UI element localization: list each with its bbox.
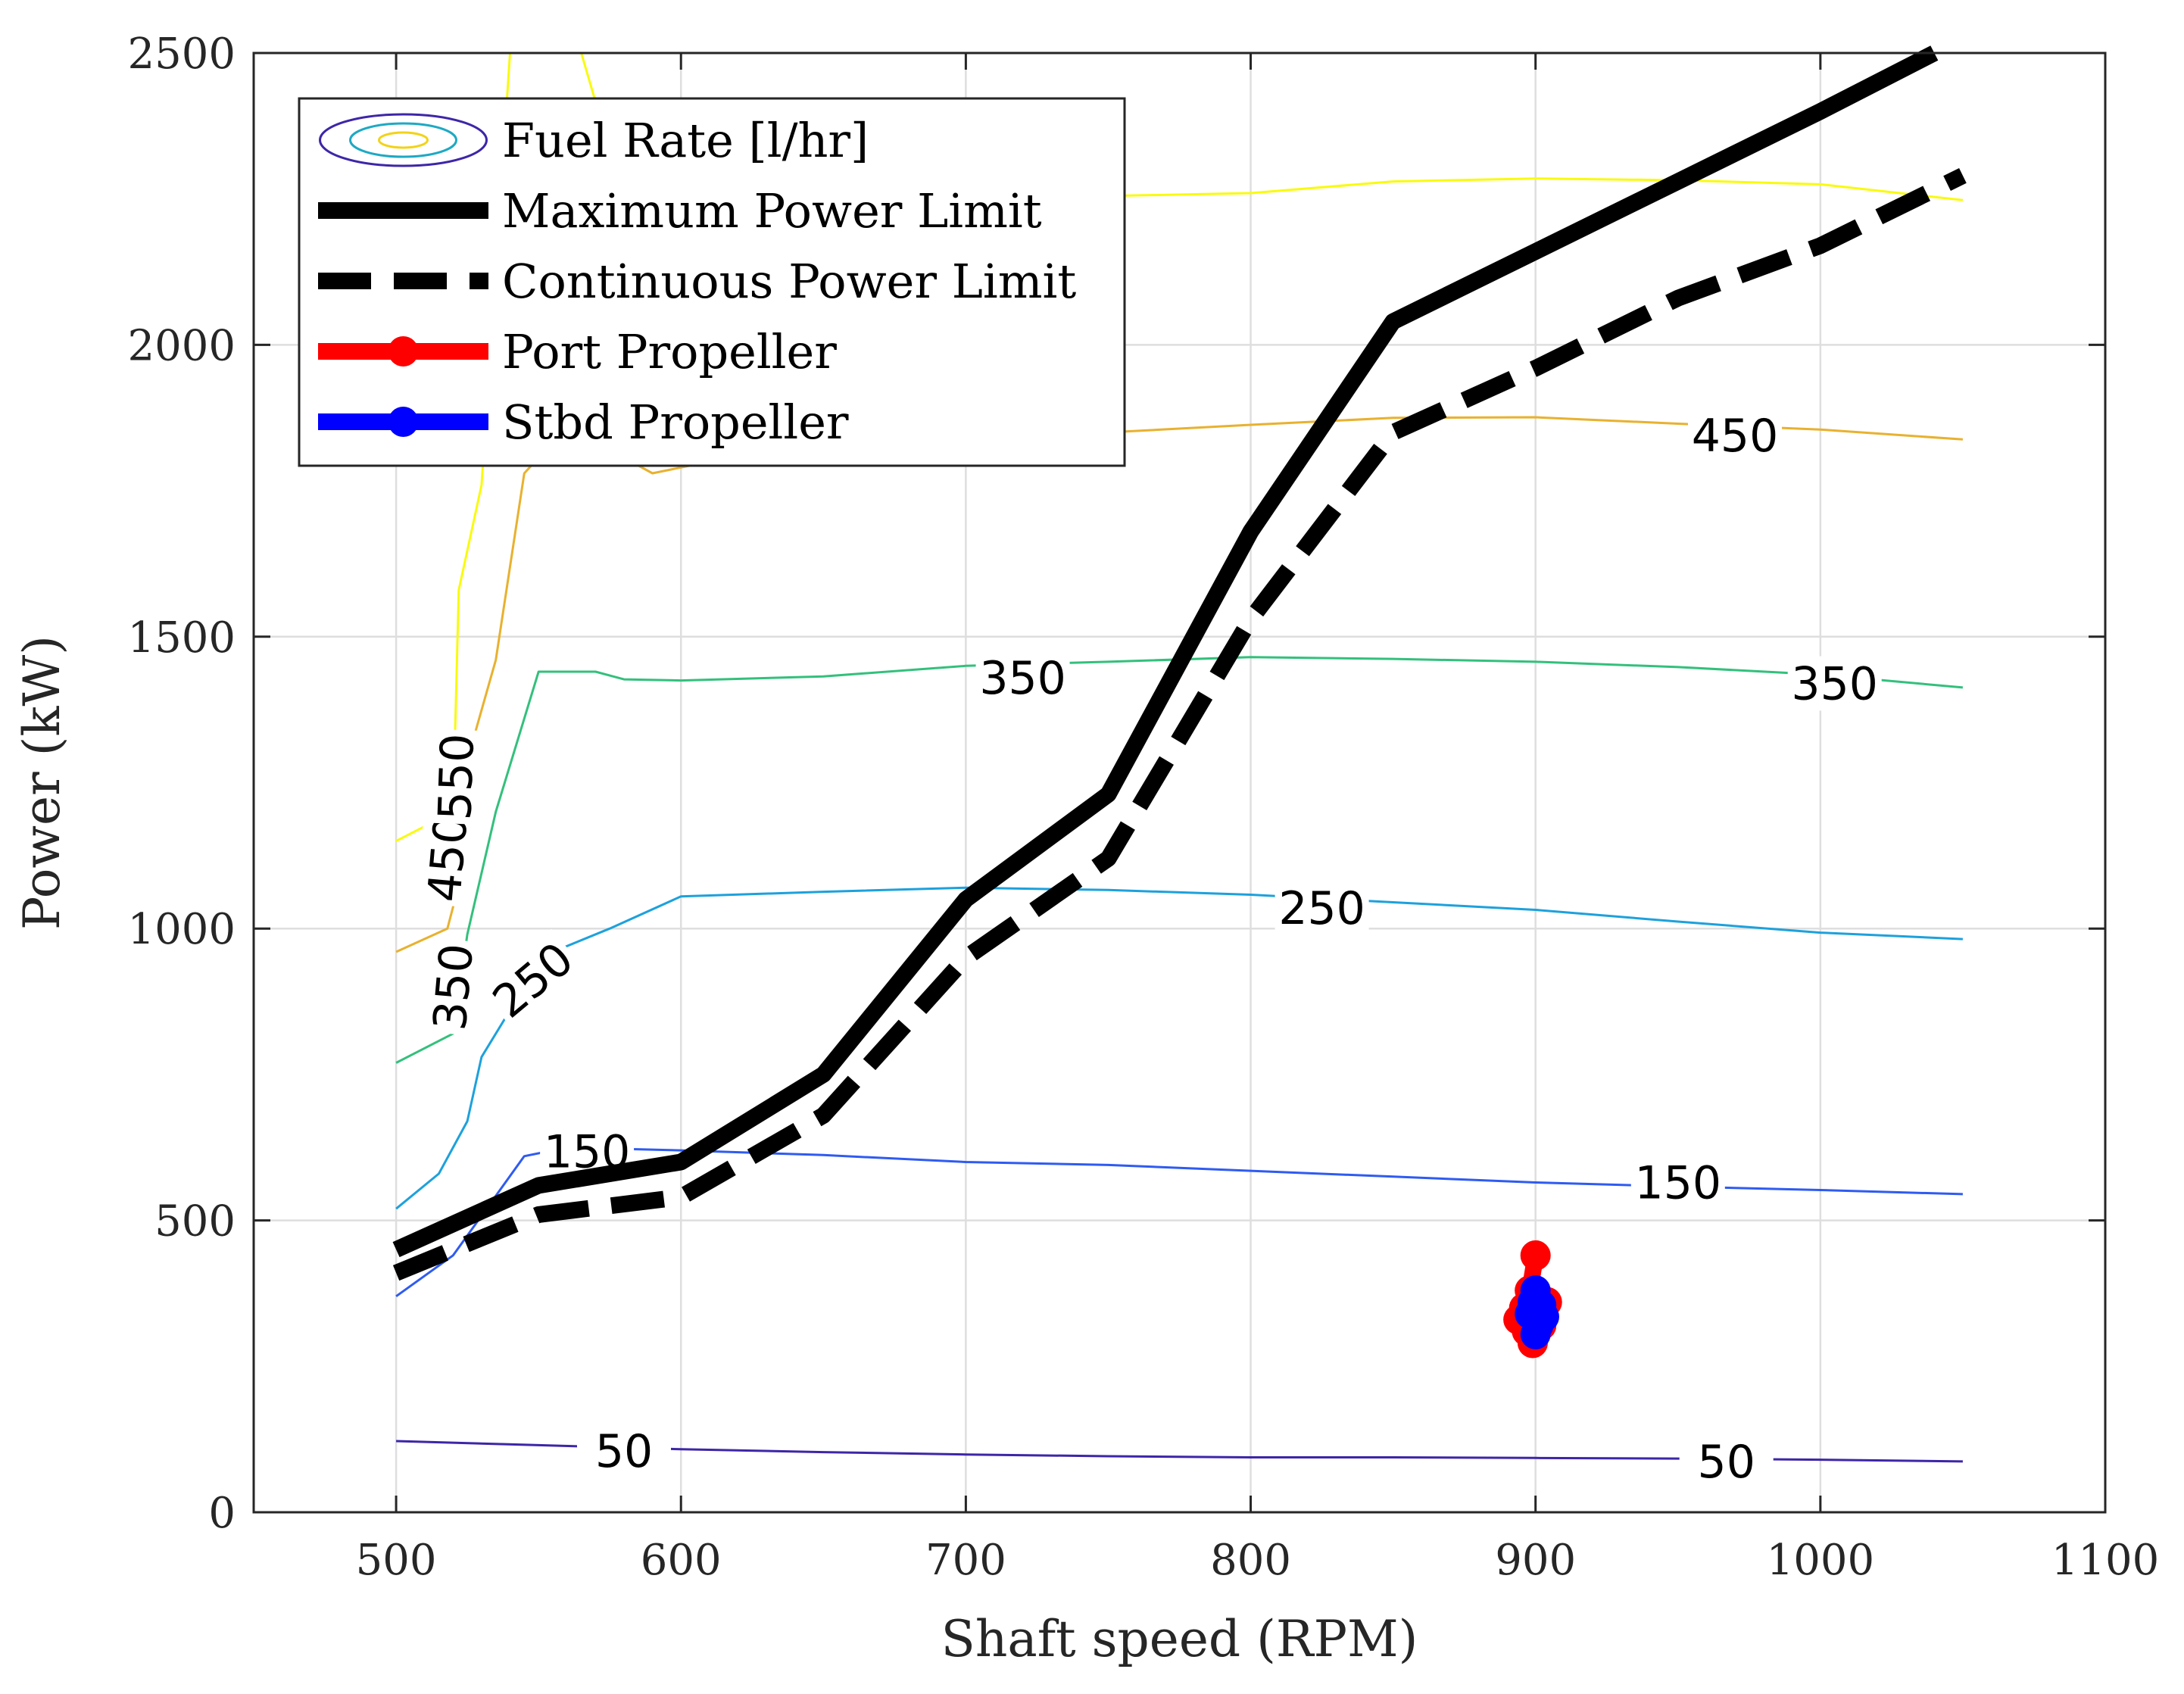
legend-label-max: Maximum Power Limit [502,183,1042,239]
x-tick-label: 800 [1210,1536,1291,1585]
contour-label: 350 [423,941,484,1032]
x-tick-label: 700 [925,1536,1006,1585]
legend-label-stbd: Stbd Propeller [502,395,849,450]
y-axis-label: Power (kW) [13,635,71,930]
series-maximum-power-limit [392,45,1939,1258]
x-tick-label: 500 [356,1536,437,1585]
legend-label-cont: Continuous Power Limit [502,254,1076,309]
x-axis-label: Shaft speed (RPM) [941,1610,1418,1668]
contour-label-group: 450 [416,809,479,908]
legend-marker-stbd [388,407,419,437]
contour-label: 350 [979,652,1066,705]
legend-label-fuel: Fuel Rate [l/hr] [502,113,869,168]
series-lines [392,45,1967,1359]
marker-port-propeller [1520,1240,1551,1271]
x-tick-label: 1000 [1767,1536,1875,1585]
contour-label: 50 [595,1425,653,1478]
contour-label-group: 50 [1679,1434,1774,1489]
contour-label-bg [1679,1434,1774,1489]
contour-label: 250 [1278,882,1365,935]
contour-label-bg [975,650,1070,705]
contour-label-group: 350 [422,937,485,1037]
legend-swatch-fuel-inner [378,131,429,149]
y-tick-label: 0 [208,1489,236,1538]
contour-label-bg [479,928,587,1031]
contour-label-bg [1688,407,1782,463]
contour-label: 350 [1791,658,1878,711]
contour-line-350 [395,656,1964,1064]
y-tick-label: 2500 [127,30,236,79]
legend-swatch-fuel-middle [349,122,457,158]
contour-label-bg [1630,1155,1725,1210]
contour-label: 50 [1698,1436,1755,1489]
x-tick-label: 900 [1495,1536,1576,1585]
marker-stbd-propeller [1526,1290,1557,1321]
x-tick-label: 1100 [2051,1536,2160,1585]
contour-label-bg [577,1424,671,1479]
plot-frame [252,51,2107,1514]
axis-ticks: 500 600 700 800 900 1000 1100 0 500 1000 1500 2000 2… [127,30,2159,1585]
contour-line-250 [395,886,1963,1210]
contour-label-bg [1275,881,1369,936]
y-tick-label: 500 [154,1197,236,1246]
contour-label-bg [1787,656,1882,711]
contour-label-bg [422,937,485,1037]
contour-label-group: 50 [577,1424,671,1479]
contour-label-group: 250 [1275,881,1369,936]
y-tick-label: 1000 [127,905,236,954]
contour-label-group: 350 [975,650,1070,705]
legend: Fuel Rate [l/hr] Maximum Power Limit Conti… [298,97,1126,467]
y-tick-label: 2000 [127,321,236,370]
contour-label: 550 [429,732,485,821]
contour-label: 450 [1692,410,1779,463]
y-tick-label: 1500 [127,613,236,663]
legend-swatch-fuel-outer [319,113,488,167]
contour-label-bg [416,809,479,908]
series-continuous-power-limit [392,168,1967,1281]
contour-label-group: 550 [426,728,485,825]
contour-label-bg [426,728,485,825]
contour-label: 450 [418,813,479,904]
x-tick-label: 600 [641,1536,722,1585]
contour-label: 150 [1635,1157,1722,1210]
contour-label-group: 150 [1630,1155,1725,1210]
contour-label-group: 450 [1688,407,1782,463]
legend-marker-port [388,336,419,367]
legend-label-port: Port Propeller [502,324,837,379]
contour-label-group: 350 [1787,656,1882,711]
